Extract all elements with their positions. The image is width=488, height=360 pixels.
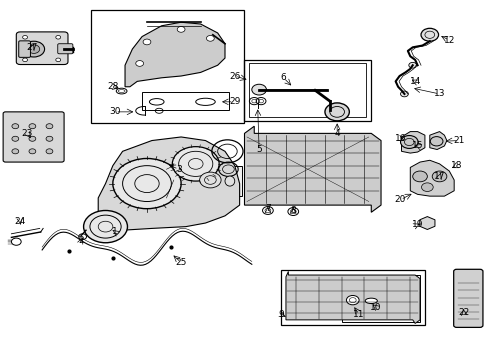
Circle shape <box>46 136 53 141</box>
Polygon shape <box>98 137 239 230</box>
Circle shape <box>400 135 417 148</box>
Text: 22: 22 <box>457 308 468 317</box>
Circle shape <box>56 36 61 39</box>
Text: 14: 14 <box>408 77 420 86</box>
Circle shape <box>46 124 53 129</box>
Text: 2: 2 <box>78 237 84 246</box>
Circle shape <box>287 208 298 216</box>
Ellipse shape <box>456 270 479 276</box>
Bar <box>142 92 228 110</box>
Circle shape <box>412 171 427 182</box>
Text: 30: 30 <box>109 107 121 116</box>
Circle shape <box>408 62 416 68</box>
Bar <box>281 270 424 325</box>
Circle shape <box>12 124 19 129</box>
Text: 5: 5 <box>256 145 262 154</box>
Circle shape <box>56 58 61 62</box>
Text: 26: 26 <box>228 72 240 81</box>
Circle shape <box>431 171 446 182</box>
Circle shape <box>22 36 27 39</box>
Circle shape <box>29 124 36 129</box>
FancyBboxPatch shape <box>453 269 482 327</box>
Text: 25: 25 <box>175 258 186 267</box>
Text: 28: 28 <box>107 82 118 91</box>
Circle shape <box>199 172 221 188</box>
Circle shape <box>136 60 143 66</box>
Text: 20: 20 <box>394 195 406 204</box>
Circle shape <box>22 58 27 62</box>
Text: 27: 27 <box>27 43 38 52</box>
Text: 10: 10 <box>369 303 381 312</box>
Text: 13: 13 <box>433 89 445 98</box>
Polygon shape <box>244 126 380 212</box>
Circle shape <box>325 103 348 121</box>
Bar <box>190 166 242 196</box>
Circle shape <box>346 296 358 305</box>
Circle shape <box>28 45 40 53</box>
Circle shape <box>46 149 53 154</box>
Text: 9: 9 <box>278 310 284 319</box>
Circle shape <box>11 238 21 245</box>
Circle shape <box>113 158 181 209</box>
Polygon shape <box>409 160 453 196</box>
Circle shape <box>429 136 442 146</box>
FancyBboxPatch shape <box>19 41 30 57</box>
Circle shape <box>29 136 36 141</box>
Circle shape <box>23 41 44 57</box>
Ellipse shape <box>224 176 234 186</box>
Circle shape <box>177 27 184 32</box>
Circle shape <box>12 136 19 141</box>
Circle shape <box>12 149 19 154</box>
Text: 1: 1 <box>112 228 118 237</box>
Text: 29: 29 <box>228 96 240 105</box>
Bar <box>341 275 419 321</box>
Circle shape <box>143 39 151 45</box>
Bar <box>91 10 244 123</box>
Circle shape <box>400 91 407 97</box>
Text: 19: 19 <box>411 220 423 229</box>
Text: 4: 4 <box>334 129 339 138</box>
Ellipse shape <box>458 321 477 326</box>
Circle shape <box>29 149 36 154</box>
Text: 21: 21 <box>452 136 464 145</box>
Text: 15: 15 <box>411 141 423 150</box>
Polygon shape <box>125 22 224 87</box>
Text: 23: 23 <box>22 129 33 138</box>
Text: 16: 16 <box>394 134 406 143</box>
Bar <box>249 63 366 117</box>
Text: 18: 18 <box>450 161 462 170</box>
Circle shape <box>172 147 219 181</box>
FancyBboxPatch shape <box>3 112 64 162</box>
Polygon shape <box>285 271 419 323</box>
Text: 8: 8 <box>290 206 296 215</box>
Text: 17: 17 <box>433 172 445 181</box>
Text: 6: 6 <box>280 73 286 82</box>
FancyBboxPatch shape <box>58 44 73 54</box>
Circle shape <box>420 28 438 41</box>
Text: 3: 3 <box>176 165 181 174</box>
Circle shape <box>83 211 127 243</box>
Polygon shape <box>429 132 446 149</box>
Circle shape <box>262 207 273 215</box>
Text: 7: 7 <box>264 204 270 213</box>
Text: 11: 11 <box>353 310 364 319</box>
Bar <box>244 60 370 121</box>
Polygon shape <box>401 132 424 153</box>
Circle shape <box>251 84 266 95</box>
Circle shape <box>421 183 432 192</box>
Circle shape <box>206 36 214 41</box>
Circle shape <box>79 234 86 239</box>
Ellipse shape <box>365 298 377 303</box>
FancyBboxPatch shape <box>16 32 68 64</box>
Text: 12: 12 <box>443 36 454 45</box>
Text: 24: 24 <box>15 217 26 226</box>
